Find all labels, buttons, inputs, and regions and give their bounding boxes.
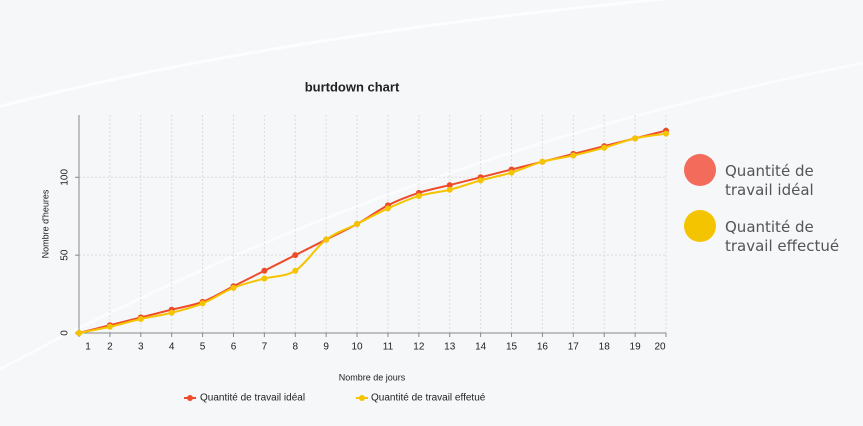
data-point <box>508 169 515 176</box>
series-line <box>78 132 667 334</box>
x-tick-label: 20 <box>654 342 666 353</box>
data-point <box>601 144 608 151</box>
y-tick-label: 50 <box>60 249 71 261</box>
data-point <box>477 177 484 184</box>
x-tick-label: 7 <box>262 342 268 353</box>
data-point <box>384 205 391 212</box>
x-tick-label: 8 <box>292 342 298 353</box>
data-point <box>446 182 453 189</box>
x-axis-title: Nombre de jours <box>339 372 406 382</box>
data-point <box>663 130 669 137</box>
data-point <box>354 221 361 227</box>
x-tick-label: 1 <box>85 342 91 353</box>
x-tick-label: 2 <box>107 342 113 353</box>
x-tick-label: 3 <box>138 342 144 353</box>
legend-label: Quantité de travail effetué <box>371 393 486 404</box>
data-point <box>261 267 268 274</box>
x-tick-label: 16 <box>537 342 549 353</box>
data-point <box>168 309 175 316</box>
x-tick-label: 15 <box>506 342 518 353</box>
data-point <box>292 267 299 274</box>
data-point <box>323 236 330 243</box>
x-tick-label: 19 <box>630 342 642 353</box>
x-tick-label: 9 <box>323 342 329 353</box>
x-tick-label: 12 <box>413 342 425 353</box>
data-point <box>446 186 453 193</box>
side-legend-label: Quantité de travail idéal <box>725 162 814 199</box>
data-point <box>230 284 237 291</box>
x-tick-label: 18 <box>599 342 611 353</box>
side-legend-label: Quantité de travail effectué <box>725 218 840 255</box>
data-point <box>570 152 577 159</box>
x-tick-label: 4 <box>169 342 175 353</box>
bg-curve <box>0 61 863 371</box>
x-tick-label: 11 <box>383 342 394 353</box>
data-point <box>292 252 299 259</box>
legend-marker <box>187 395 193 401</box>
series-line <box>78 129 667 334</box>
chart-title: burtdown chart <box>305 79 400 94</box>
data-point <box>199 300 206 307</box>
side-legend-marker <box>684 210 716 242</box>
bg-curve <box>0 0 670 108</box>
y-axis-title: Nombre d'heures <box>40 189 50 258</box>
data-point <box>415 192 422 199</box>
x-tick-label: 10 <box>351 342 363 353</box>
x-tick-label: 6 <box>231 342 237 353</box>
data-point <box>137 315 144 322</box>
x-tick-label: 13 <box>444 342 456 353</box>
y-tick-label: 100 <box>60 169 71 186</box>
data-point <box>106 323 113 330</box>
x-tick-label: 17 <box>568 342 580 353</box>
data-point <box>76 330 82 336</box>
legend-marker <box>359 395 365 401</box>
data-point <box>539 158 546 165</box>
x-tick-label: 14 <box>475 342 487 353</box>
legend-label: Quantité de travail idéal <box>200 393 305 404</box>
y-tick-label: 0 <box>60 330 71 336</box>
side-legend-marker <box>684 154 716 186</box>
data-point <box>632 135 639 142</box>
x-tick-label: 5 <box>200 342 206 353</box>
data-point <box>261 275 268 282</box>
